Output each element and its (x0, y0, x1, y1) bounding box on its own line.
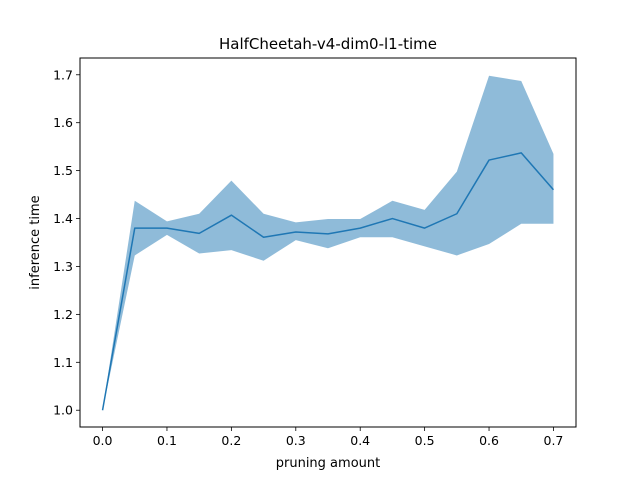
x-tick-label: 0.1 (157, 433, 177, 448)
x-tick-label: 0.3 (286, 433, 306, 448)
y-tick-label: 1.0 (53, 403, 73, 418)
y-tick-label: 1.7 (53, 67, 73, 82)
confidence-band-layer (102, 75, 554, 411)
x-tick-label: 0.6 (479, 433, 499, 448)
chart-title: HalfCheetah-v4-dim0-l1-time (219, 35, 437, 53)
y-axis-ticks: 1.0 1.1 1.2 1.3 1.4 1.5 1.6 1.7 (53, 67, 80, 418)
x-tick-label: 0.4 (350, 433, 370, 448)
x-axis-ticks: 0.0 0.1 0.2 0.3 0.4 0.5 0.6 0.7 (93, 427, 564, 448)
y-axis-title: inference time (28, 195, 43, 289)
x-tick-label: 0.7 (544, 433, 564, 448)
series-line-0 (101, 152, 555, 411)
y-tick-label: 1.3 (53, 259, 73, 274)
x-tick-label: 0.0 (93, 433, 113, 448)
confidence-band-0 (102, 75, 554, 411)
x-tick-label: 0.5 (415, 433, 435, 448)
y-tick-label: 1.2 (53, 307, 73, 322)
y-tick-label: 1.5 (53, 163, 73, 178)
y-tick-label: 1.1 (53, 355, 73, 370)
series-line-layer (101, 152, 555, 411)
y-tick-label: 1.6 (53, 115, 73, 130)
x-axis-title: pruning amount (276, 456, 380, 471)
y-tick-label: 1.4 (53, 211, 73, 226)
x-tick-label: 0.2 (221, 433, 241, 448)
plot-area-frame (79, 57, 577, 428)
